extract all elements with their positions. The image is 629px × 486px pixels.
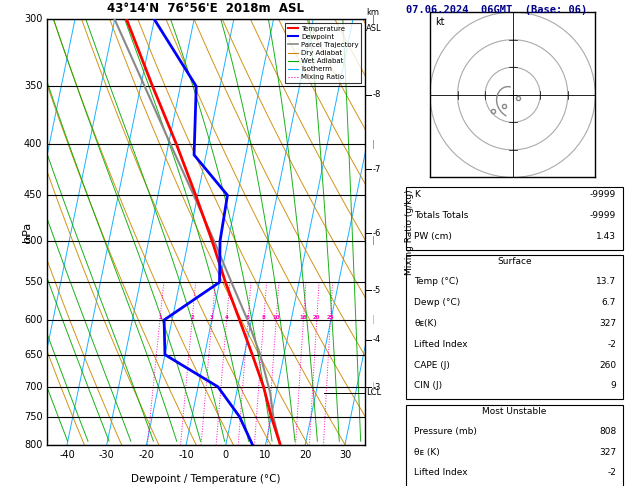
Text: 25: 25 (326, 315, 334, 320)
Text: 800: 800 (24, 440, 42, 450)
Text: -40: -40 (59, 450, 75, 460)
Text: 9: 9 (611, 382, 616, 390)
Text: CIN (J): CIN (J) (415, 382, 443, 390)
Text: 10: 10 (259, 450, 272, 460)
Text: 0: 0 (223, 450, 229, 460)
Text: θᴇ(K): θᴇ(K) (415, 319, 437, 328)
Text: 400: 400 (24, 139, 42, 149)
Bar (406, 187, 623, 250)
Text: Temp (°C): Temp (°C) (415, 278, 459, 286)
Text: |: | (372, 15, 375, 24)
Text: 20: 20 (313, 315, 321, 320)
Text: 1: 1 (158, 315, 162, 320)
Text: -30: -30 (99, 450, 114, 460)
Text: 2: 2 (190, 315, 194, 320)
Text: LCL: LCL (367, 388, 382, 398)
Text: 20: 20 (299, 450, 311, 460)
Text: 260: 260 (599, 361, 616, 369)
Bar (406, 255, 623, 399)
Text: 327: 327 (599, 448, 616, 456)
Text: Lifted Index: Lifted Index (415, 469, 468, 477)
Text: -9999: -9999 (590, 190, 616, 199)
Text: 808: 808 (599, 427, 616, 436)
Text: 4: 4 (225, 315, 228, 320)
Text: -9999: -9999 (590, 211, 616, 220)
Text: 600: 600 (24, 315, 42, 325)
Text: hPa: hPa (21, 222, 31, 242)
Text: Pressure (mb): Pressure (mb) (415, 427, 477, 436)
Text: 650: 650 (24, 349, 42, 360)
Text: -7: -7 (373, 165, 381, 174)
Text: -4: -4 (373, 335, 381, 344)
Text: -8: -8 (373, 90, 381, 99)
Text: Lifted Index: Lifted Index (415, 340, 468, 349)
Text: 300: 300 (24, 15, 42, 24)
Text: -10: -10 (178, 450, 194, 460)
Text: 327: 327 (599, 319, 616, 328)
Legend: Temperature, Dewpoint, Parcel Trajectory, Dry Adiabat, Wet Adiabat, Isotherm, Mi: Temperature, Dewpoint, Parcel Trajectory… (285, 23, 361, 83)
Text: 16: 16 (299, 315, 307, 320)
Text: 43°14'N  76°56'E  2018m  ASL: 43°14'N 76°56'E 2018m ASL (108, 2, 304, 15)
Text: Dewp (°C): Dewp (°C) (415, 298, 460, 307)
Text: Dewpoint / Temperature (°C): Dewpoint / Temperature (°C) (131, 474, 281, 485)
Text: -20: -20 (138, 450, 154, 460)
Text: |: | (372, 315, 375, 325)
Text: 07.06.2024  06GMT  (Base: 06): 07.06.2024 06GMT (Base: 06) (406, 5, 587, 15)
Text: PW (cm): PW (cm) (415, 232, 452, 241)
Text: 3: 3 (210, 315, 214, 320)
Text: -2: -2 (608, 340, 616, 349)
Text: 700: 700 (24, 382, 42, 392)
Text: K: K (415, 190, 420, 199)
Text: 550: 550 (24, 277, 42, 287)
Text: 750: 750 (24, 412, 42, 422)
Text: 450: 450 (24, 190, 42, 200)
Text: Most Unstable: Most Unstable (482, 407, 547, 416)
Text: Totals Totals: Totals Totals (415, 211, 469, 220)
Text: θᴇ (K): θᴇ (K) (415, 448, 440, 456)
Text: -3: -3 (373, 383, 381, 392)
Text: Surface: Surface (497, 257, 532, 266)
Bar (406, 405, 623, 486)
Text: 6.7: 6.7 (602, 298, 616, 307)
Text: 6: 6 (246, 315, 250, 320)
Text: CAPE (J): CAPE (J) (415, 361, 450, 369)
Text: ASL: ASL (367, 24, 382, 33)
Text: |: | (372, 236, 375, 245)
Text: 1.43: 1.43 (596, 232, 616, 241)
Text: |: | (372, 139, 375, 149)
Text: 8: 8 (262, 315, 265, 320)
Text: 500: 500 (24, 236, 42, 246)
Text: 350: 350 (24, 81, 42, 91)
Text: -6: -6 (373, 228, 381, 238)
Text: |: | (372, 382, 375, 391)
Text: 13.7: 13.7 (596, 278, 616, 286)
Text: 30: 30 (339, 450, 351, 460)
Text: 10: 10 (272, 315, 280, 320)
Text: Mixing Ratio (g/kg): Mixing Ratio (g/kg) (405, 189, 414, 275)
Text: -2: -2 (608, 469, 616, 477)
Text: -5: -5 (373, 286, 381, 295)
Text: km: km (367, 8, 379, 17)
Text: kt: kt (435, 17, 445, 27)
